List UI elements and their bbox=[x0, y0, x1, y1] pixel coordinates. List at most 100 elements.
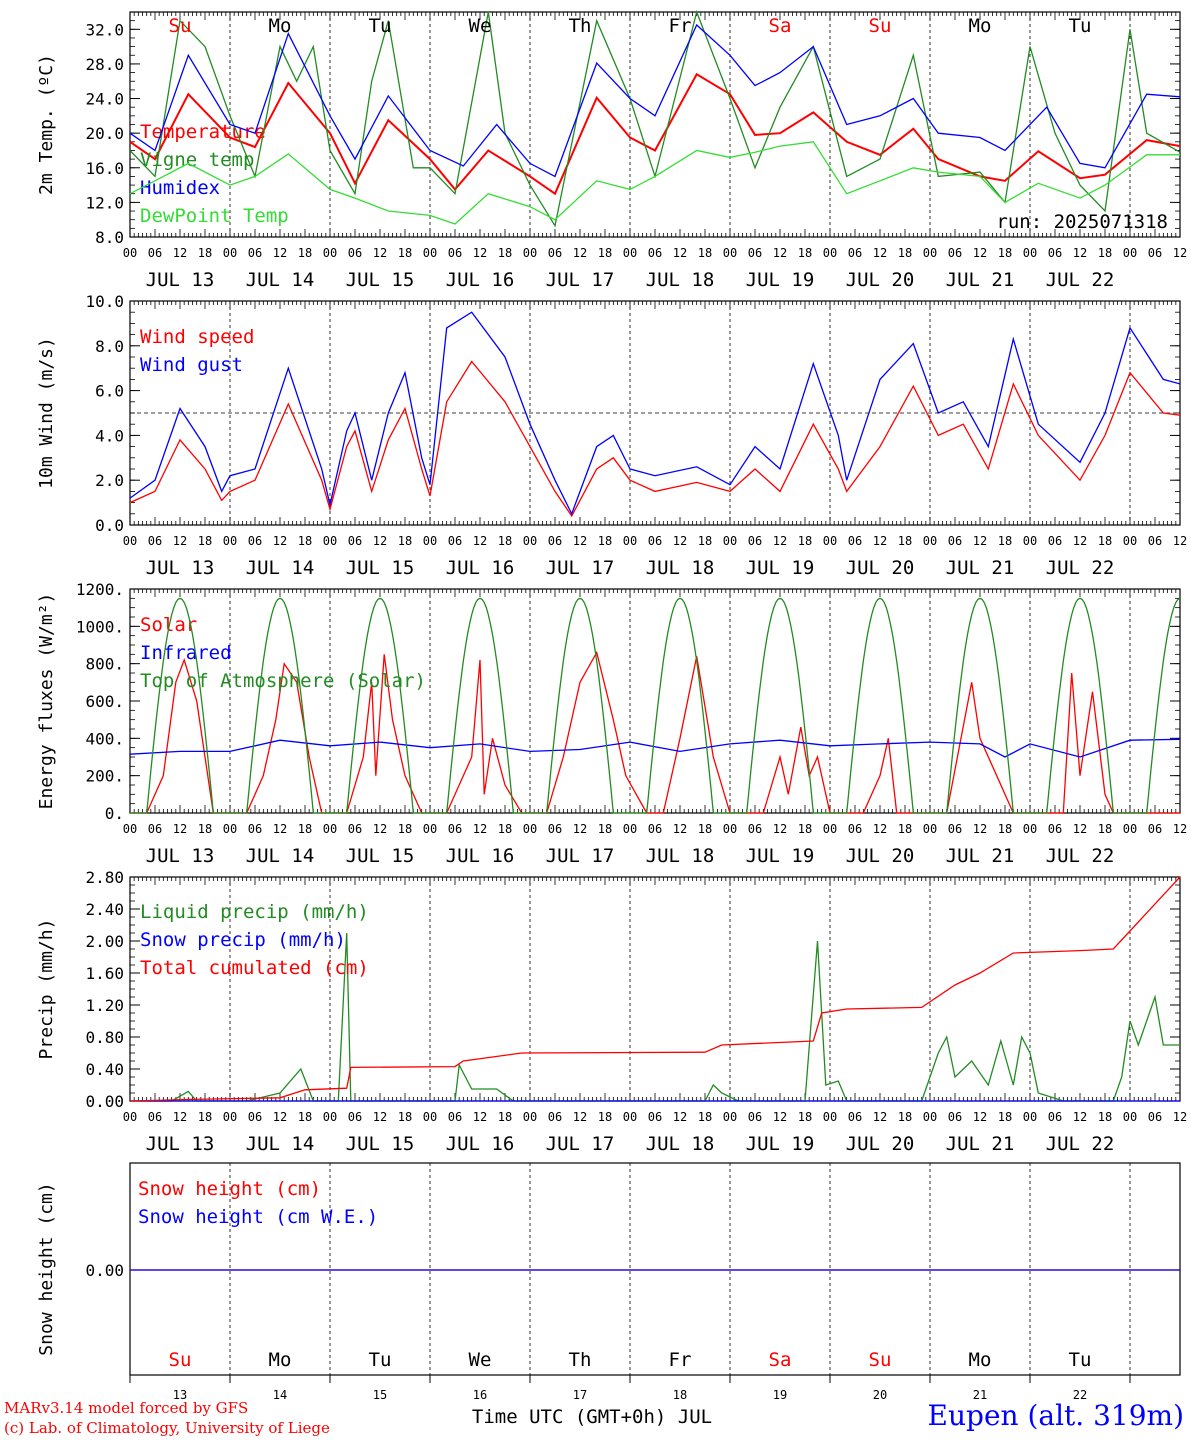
weekday-label-bottom: Mo bbox=[269, 1349, 292, 1371]
hour-tick-label: 00 bbox=[623, 1110, 637, 1124]
day-number-label: 14 bbox=[273, 1388, 287, 1402]
hour-tick-label: 12 bbox=[873, 1110, 887, 1124]
panel-frame bbox=[129, 11, 1181, 238]
date-label: JUL 20 bbox=[846, 845, 915, 867]
hour-tick-label: 00 bbox=[123, 1110, 137, 1124]
hour-tick-label: 18 bbox=[298, 1110, 312, 1124]
hour-tick-label: 00 bbox=[923, 1110, 937, 1124]
hour-tick-label: 00 bbox=[523, 246, 537, 260]
date-label: JUL 21 bbox=[946, 1133, 1015, 1155]
y-tick-label: 8.0 bbox=[95, 337, 124, 356]
date-label: JUL 19 bbox=[746, 1133, 815, 1155]
y-tick-label: 2.40 bbox=[85, 900, 124, 919]
y-tick-label: 0.0 bbox=[95, 516, 124, 535]
hour-tick-label: 18 bbox=[798, 246, 812, 260]
y-axis-label: Snow height (cm) bbox=[36, 1182, 57, 1355]
hour-tick-label: 18 bbox=[1098, 534, 1112, 548]
hour-tick-label: 00 bbox=[123, 822, 137, 836]
hour-tick-label: 06 bbox=[448, 534, 462, 548]
hour-tick-label: 00 bbox=[223, 1110, 237, 1124]
hour-tick-label: 12 bbox=[473, 534, 487, 548]
hour-tick-label: 18 bbox=[1098, 822, 1112, 836]
hour-tick-label: 00 bbox=[723, 534, 737, 548]
date-label: JUL 17 bbox=[546, 557, 615, 579]
hour-tick-label: 00 bbox=[823, 534, 837, 548]
hour-tick-label: 12 bbox=[373, 246, 387, 260]
y-tick-label: 20.0 bbox=[85, 124, 124, 143]
hour-tick-label: 06 bbox=[648, 822, 662, 836]
hour-tick-label: 18 bbox=[498, 822, 512, 836]
y-tick-label: 0. bbox=[105, 804, 124, 823]
hour-tick-label: 12 bbox=[1173, 1110, 1187, 1124]
hour-tick-label: 06 bbox=[348, 822, 362, 836]
hour-tick-label: 00 bbox=[223, 534, 237, 548]
hour-tick-label: 18 bbox=[498, 246, 512, 260]
date-label: JUL 13 bbox=[146, 557, 215, 579]
hour-tick-label: 06 bbox=[248, 1110, 262, 1124]
y-tick-label: 0.00 bbox=[85, 1261, 124, 1280]
date-label: JUL 13 bbox=[146, 1133, 215, 1155]
series-line-infrared bbox=[129, 738, 1181, 758]
date-label: JUL 16 bbox=[446, 1133, 515, 1155]
date-label: JUL 18 bbox=[646, 269, 715, 291]
date-label: JUL 19 bbox=[746, 845, 815, 867]
weekday-label-top: Mo bbox=[269, 15, 292, 37]
y-axis-label: Precip (mm/h) bbox=[36, 919, 57, 1060]
legend-entry: Liquid precip (mm/h) bbox=[140, 901, 369, 923]
day-number-label: 15 bbox=[373, 1388, 387, 1402]
y-tick-label: 600. bbox=[85, 692, 124, 711]
hour-tick-label: 06 bbox=[448, 822, 462, 836]
series-line-dewpoint-temp bbox=[129, 141, 1180, 225]
hour-tick-label: 00 bbox=[1123, 822, 1137, 836]
hour-tick-label: 12 bbox=[1073, 822, 1087, 836]
weekday-label-bottom: Th bbox=[569, 1349, 592, 1371]
y-tick-label: 200. bbox=[85, 767, 124, 786]
hour-tick-label: 00 bbox=[423, 822, 437, 836]
series-line-wind-gust bbox=[129, 311, 1181, 516]
date-label: JUL 22 bbox=[1046, 845, 1115, 867]
hour-tick-label: 06 bbox=[1148, 246, 1162, 260]
hour-tick-label: 18 bbox=[698, 534, 712, 548]
hour-tick-label: 12 bbox=[673, 534, 687, 548]
date-label: JUL 22 bbox=[1046, 1133, 1115, 1155]
hour-tick-label: 12 bbox=[673, 822, 687, 836]
hour-tick-label: 18 bbox=[398, 534, 412, 548]
hour-tick-label: 06 bbox=[648, 1110, 662, 1124]
hour-tick-label: 18 bbox=[998, 1110, 1012, 1124]
hour-tick-label: 18 bbox=[298, 534, 312, 548]
weekday-label-bottom: Fr bbox=[669, 1349, 692, 1371]
hour-tick-label: 12 bbox=[273, 246, 287, 260]
date-label: JUL 14 bbox=[246, 557, 315, 579]
hour-tick-label: 12 bbox=[473, 1110, 487, 1124]
hour-tick-label: 00 bbox=[123, 534, 137, 548]
y-axis-label: 2m Temp. (ºC) bbox=[36, 54, 57, 195]
model-credit: MARv3.14 model forced by GFS bbox=[4, 1399, 249, 1417]
day-number-label: 17 bbox=[573, 1388, 587, 1402]
hour-tick-label: 12 bbox=[373, 822, 387, 836]
hour-tick-label: 12 bbox=[373, 1110, 387, 1124]
hour-tick-label: 00 bbox=[623, 246, 637, 260]
hour-tick-label: 00 bbox=[923, 534, 937, 548]
hour-tick-label: 18 bbox=[898, 822, 912, 836]
hour-tick-label: 06 bbox=[1048, 1110, 1062, 1124]
series-line-humidex bbox=[129, 23, 1181, 178]
hour-tick-label: 00 bbox=[823, 822, 837, 836]
weekday-label-bottom: Tu bbox=[1069, 1349, 1092, 1371]
hour-tick-label: 12 bbox=[173, 822, 187, 836]
series-line-temperature bbox=[129, 72, 1181, 196]
hour-tick-label: 18 bbox=[1098, 246, 1112, 260]
hour-tick-label: 00 bbox=[523, 534, 537, 548]
date-label: JUL 17 bbox=[546, 1133, 615, 1155]
series-line-vigne-temp bbox=[129, 9, 1181, 228]
hour-tick-label: 00 bbox=[923, 822, 937, 836]
hour-tick-label: 12 bbox=[573, 1110, 587, 1124]
panel-frame bbox=[129, 588, 1181, 814]
hour-tick-label: 18 bbox=[498, 534, 512, 548]
weekday-label-top: Mo bbox=[969, 15, 992, 37]
hour-tick-label: 06 bbox=[848, 534, 862, 548]
hour-tick-label: 00 bbox=[1023, 1110, 1037, 1124]
date-label: JUL 18 bbox=[646, 557, 715, 579]
date-label: JUL 18 bbox=[646, 1133, 715, 1155]
date-label: JUL 21 bbox=[946, 269, 1015, 291]
hour-tick-label: 12 bbox=[373, 534, 387, 548]
